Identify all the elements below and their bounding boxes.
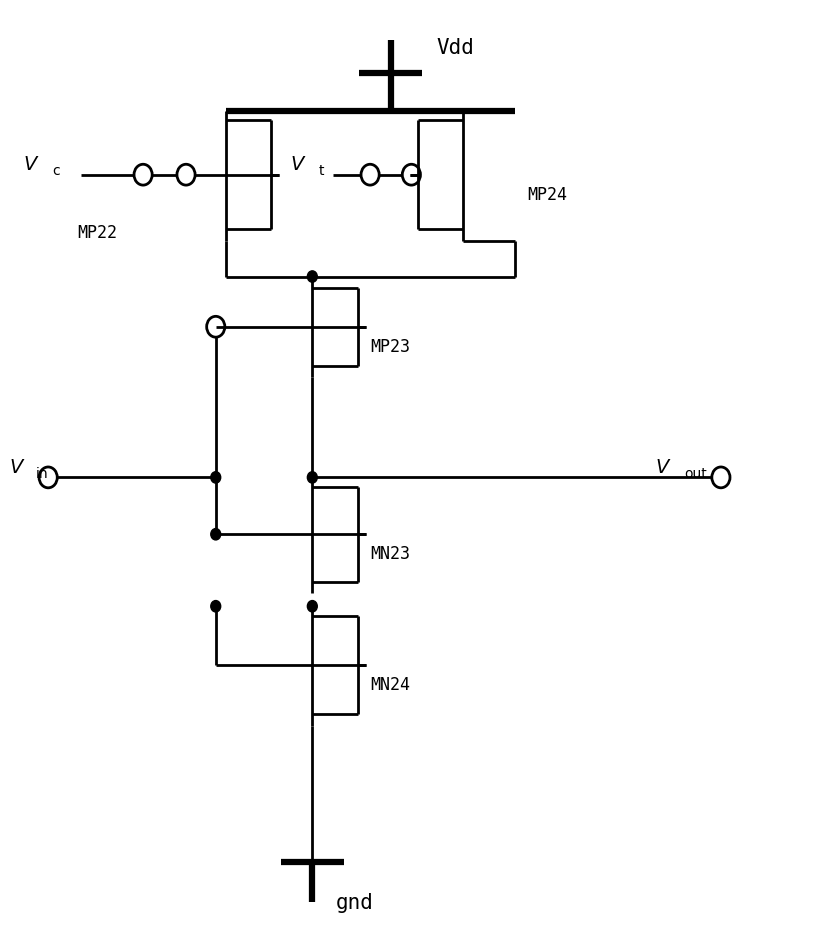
Text: MP22: MP22: [77, 224, 117, 241]
Text: MN23: MN23: [370, 545, 411, 563]
Text: c: c: [52, 164, 60, 178]
Circle shape: [211, 529, 221, 541]
Text: gnd: gnd: [336, 892, 373, 912]
Text: MN24: MN24: [370, 675, 411, 693]
Text: $V$: $V$: [655, 457, 671, 476]
Circle shape: [211, 472, 221, 484]
Text: in: in: [36, 466, 48, 480]
Circle shape: [307, 472, 317, 484]
Circle shape: [307, 601, 317, 612]
Circle shape: [307, 271, 317, 283]
Text: $V$: $V$: [9, 457, 26, 476]
Text: MP23: MP23: [370, 337, 411, 355]
Circle shape: [211, 601, 221, 612]
Text: Vdd: Vdd: [436, 38, 474, 58]
Text: t: t: [319, 164, 324, 178]
Text: $V$: $V$: [290, 154, 307, 173]
Text: MP24: MP24: [527, 186, 567, 204]
Text: out: out: [684, 466, 706, 480]
Text: $V$: $V$: [23, 154, 40, 173]
